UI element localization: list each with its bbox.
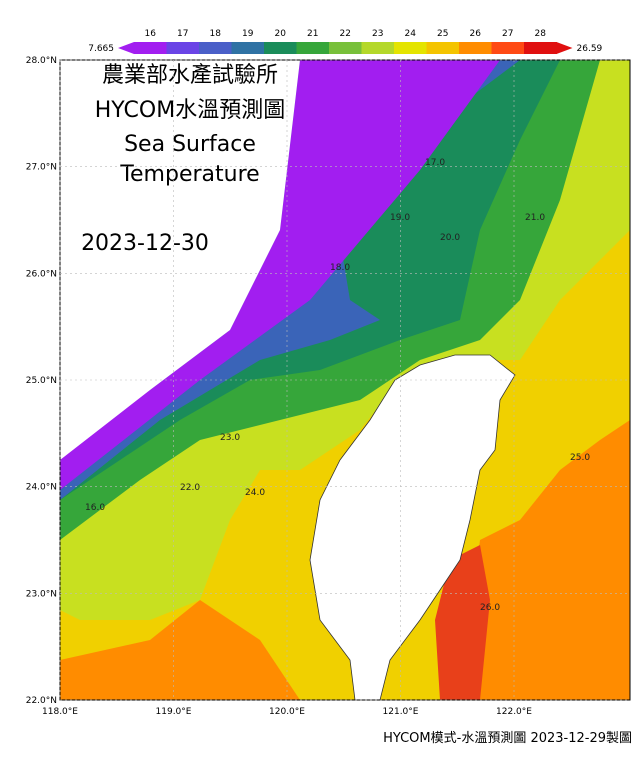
colorbar-cell (524, 42, 557, 54)
colorbar-cell (264, 42, 297, 54)
colorbar-cell (166, 42, 200, 54)
colorbar-tick: 20 (275, 29, 287, 39)
colorbar-arrow (556, 42, 573, 54)
lat-label: 26.0°N (26, 269, 57, 279)
colorbar-tick: 19 (242, 29, 254, 39)
colorbar-cell (329, 42, 362, 54)
lat-label: 24.0°N (26, 483, 57, 493)
lat-label: 28.0°N (26, 56, 57, 66)
lat-label: 27.0°N (26, 163, 57, 173)
colorbar-cell (199, 42, 232, 54)
china-coast (60, 60, 300, 460)
title-line: 農業部水產試驗所 (102, 63, 278, 88)
colorbar-cell (394, 42, 427, 54)
band-27 (435, 545, 490, 700)
colorbar-tick: 16 (145, 29, 157, 39)
contour-label: 17.0 (425, 158, 445, 168)
title-line: Sea Surface (124, 132, 256, 157)
colorbar-tick: 23 (372, 29, 383, 39)
colorbar-tick: 28 (535, 29, 547, 39)
colorbar-cell (491, 42, 525, 54)
footer: HYCOM模式-水溫預測圖 2023-12-29製圖 (383, 731, 632, 746)
lon-label: 121.0°E (383, 707, 419, 717)
colorbar-tick: 18 (210, 29, 222, 39)
lon-label: 118.0°E (42, 707, 78, 717)
contour-label: 26.0 (480, 603, 500, 613)
colorbar-max: 26.59 (577, 44, 603, 54)
lon-label: 122.0°E (496, 707, 532, 717)
colorbar-cell (426, 42, 460, 54)
colorbar-arrow (118, 42, 134, 54)
taiwan (309, 354, 516, 701)
lon-label: 120.0°E (269, 707, 305, 717)
colorbar-cell (459, 42, 492, 54)
contour-label: 22.0 (180, 483, 200, 493)
contour-label: 19.0 (390, 213, 410, 223)
contour-label: 25.0 (570, 453, 590, 463)
lat-label: 23.0°N (26, 589, 57, 599)
contour-label: 24.0 (245, 488, 265, 498)
contour-label: 20.0 (440, 233, 460, 243)
contour-label: 23.0 (220, 433, 240, 443)
date: 2023-12-30 (81, 231, 209, 256)
colorbar-tick: 17 (177, 29, 188, 39)
colorbar-tick: 21 (307, 29, 318, 39)
contour-label: 18.0 (330, 263, 350, 273)
title-line: HYCOM水溫預測圖 (95, 98, 285, 123)
lat-label: 22.0°N (26, 696, 57, 706)
title-line: Temperature (119, 162, 259, 187)
colorbar-tick: 25 (437, 29, 448, 39)
colorbar-cell (296, 42, 330, 54)
contour-label: 16.0 (85, 503, 105, 513)
lat-label: 25.0°N (26, 376, 57, 386)
colorbar-tick: 27 (502, 29, 513, 39)
colorbar-tick: 22 (340, 29, 351, 39)
colorbar-cell (231, 42, 265, 54)
colorbar-cell (361, 42, 395, 54)
contour-label: 21.0 (525, 213, 545, 223)
lon-label: 119.0°E (156, 707, 192, 717)
colorbar-min: 7.665 (88, 44, 114, 54)
colorbar-tick: 24 (405, 29, 417, 39)
band-16 (60, 60, 500, 490)
colorbar-cell (134, 42, 167, 54)
colorbar-tick: 26 (470, 29, 482, 39)
